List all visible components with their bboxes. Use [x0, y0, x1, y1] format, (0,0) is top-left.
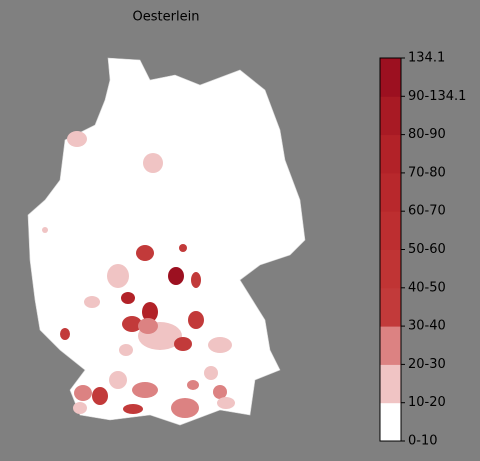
colorbar-label: 50-60 [408, 242, 446, 257]
colorbar-label: 10-20 [408, 395, 446, 410]
germany-map [27, 57, 306, 426]
district [92, 387, 108, 405]
colorbar-label: 80-90 [408, 127, 446, 142]
district [217, 397, 235, 409]
district [42, 227, 48, 233]
district [73, 402, 87, 414]
district [142, 302, 158, 322]
district [208, 337, 232, 353]
district [60, 328, 70, 340]
district [171, 398, 199, 418]
colorbar-label: 90-134.1 [408, 89, 466, 104]
colorbar-segment [380, 134, 401, 174]
colorbar-label: 70-80 [408, 165, 446, 180]
map-title: Oesterlein [133, 10, 200, 25]
colorbar-segment [380, 58, 401, 97]
district [107, 264, 129, 288]
district [123, 404, 143, 414]
colorbar-segment [380, 172, 401, 212]
district [174, 337, 192, 351]
district [84, 296, 100, 308]
colorbar-segment [380, 96, 401, 136]
colorbar-label: 20-30 [408, 357, 446, 372]
colorbar-segment [380, 287, 401, 327]
district [67, 131, 87, 147]
district [132, 382, 158, 398]
district [213, 385, 227, 399]
country-outline [27, 57, 306, 426]
district [74, 385, 92, 401]
district [143, 153, 163, 173]
colorbar-segment [380, 364, 401, 404]
district [168, 267, 184, 285]
district [188, 311, 204, 329]
colorbar-segment [380, 402, 401, 442]
district [179, 244, 187, 252]
district [119, 344, 133, 356]
colorbar-segment [380, 326, 401, 365]
district [204, 366, 218, 380]
district [122, 316, 142, 332]
district [109, 371, 127, 389]
colorbar-segment [380, 211, 401, 250]
colorbar-label: 134.1 [408, 51, 445, 66]
district [187, 380, 199, 390]
district [121, 292, 135, 304]
district [138, 318, 158, 334]
colorbar-label: 60-70 [408, 204, 446, 219]
district [191, 272, 201, 288]
colorbar-label: 30-40 [408, 319, 446, 334]
district [136, 245, 154, 261]
colorbar-segment [380, 249, 401, 289]
colorbar-label: 40-50 [408, 280, 446, 295]
districts [42, 131, 235, 418]
colorbar-label: 0-10 [408, 434, 438, 449]
